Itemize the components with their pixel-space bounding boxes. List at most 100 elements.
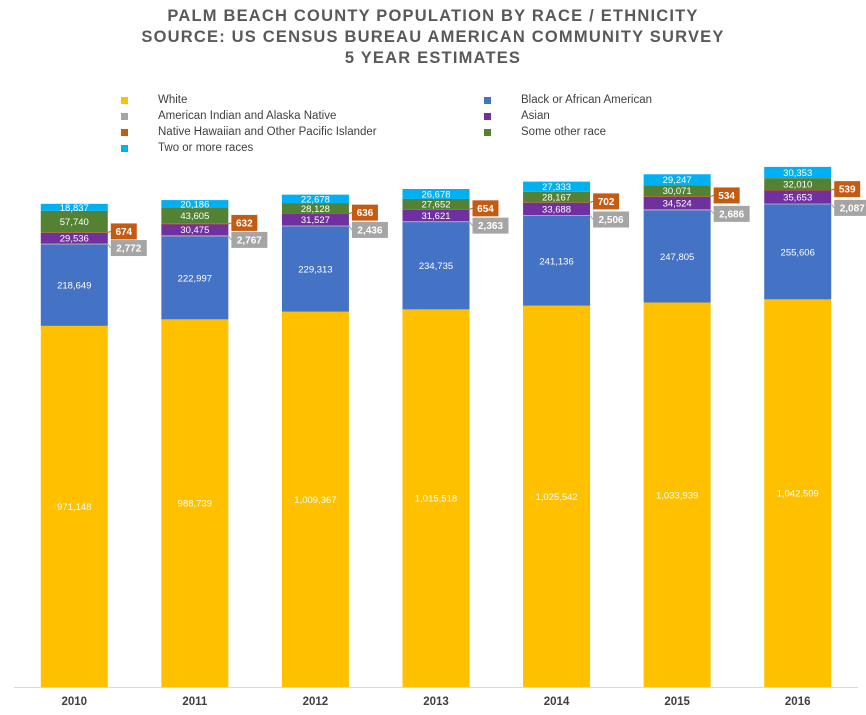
callout-leader-american-indian-2010 <box>107 243 112 249</box>
callout-box-pacific-islander-2012 <box>351 204 378 221</box>
callout-box-pacific-islander-2014 <box>593 193 620 210</box>
callout-box-american-indian-2010 <box>110 240 147 257</box>
data-label-asian-2011: 30,475 <box>180 225 209 236</box>
x-tick-label-2011: 2011 <box>182 696 208 708</box>
data-label-american-indian-2016: 2,087 <box>840 203 865 214</box>
bar-segment-asian-2012 <box>281 213 349 226</box>
data-label-other-2016: 32,010 <box>783 180 812 191</box>
data-label-two-or-more-2013: 26,678 <box>421 189 450 200</box>
bar-segment-asian-2014 <box>523 202 591 216</box>
callout-box-pacific-islander-2011 <box>231 214 258 231</box>
data-label-pacific-islander-2012: 636 <box>357 208 374 219</box>
data-label-white-2015: 1,033,939 <box>656 490 698 501</box>
legend-label-american-indian: American Indian and Alaska Native <box>158 110 337 122</box>
chart-title-line-3: 5 YEAR ESTIMATES <box>344 49 522 67</box>
bar-segment-asian-2011 <box>161 224 229 236</box>
bar-segment-other-2014 <box>523 191 591 203</box>
legend-label-black: Black or African American <box>521 94 653 106</box>
bar-segment-white-2012 <box>281 311 349 687</box>
bar-segment-white-2011 <box>161 319 229 687</box>
data-label-white-2014: 1,025,542 <box>535 492 577 503</box>
data-label-asian-2014: 33,688 <box>542 204 571 215</box>
bar-segment-black-2013 <box>402 222 470 310</box>
callout-leader-pacific-islander-2013 <box>469 207 473 210</box>
bar-segment-pacific-islander-2013 <box>402 209 470 210</box>
bar-segment-black-2011 <box>161 236 229 320</box>
x-tick-label-2010: 2010 <box>61 696 87 708</box>
bar-segment-other-2011 <box>161 207 229 224</box>
callout-box-american-indian-2014 <box>593 211 630 228</box>
x-tick-label-2012: 2012 <box>303 696 329 708</box>
chart-legend: White Black or African American American… <box>0 92 866 156</box>
data-label-black-2011: 222,997 <box>178 273 212 284</box>
x-tick-label-2016: 2016 <box>785 696 811 708</box>
bar-segment-black-2012 <box>281 226 349 312</box>
bar-segment-american-indian-2014 <box>523 215 591 216</box>
data-label-two-or-more-2012: 22,678 <box>301 194 330 205</box>
data-label-asian-2012: 31,527 <box>301 215 330 226</box>
legend-swatch-white <box>121 96 128 104</box>
data-label-other-2015: 30,071 <box>663 186 692 197</box>
callout-leader-american-indian-2011 <box>227 235 232 241</box>
legend-item-black: Black or African American <box>484 94 652 106</box>
data-label-asian-2010: 29,536 <box>60 234 89 245</box>
legend-swatch-asian <box>484 112 491 120</box>
callout-box-american-indian-2015 <box>713 205 750 222</box>
data-label-two-or-more-2011: 20,186 <box>180 199 209 210</box>
bar-segment-black-2014 <box>523 215 591 306</box>
x-tick-label-2013: 2013 <box>423 696 449 708</box>
bar-segment-pacific-islander-2012 <box>281 213 349 215</box>
legend-item-asian: Asian <box>484 110 550 122</box>
data-label-pacific-islander-2015: 534 <box>718 191 735 202</box>
callout-leader-american-indian-2015 <box>710 209 715 215</box>
callout-box-american-indian-2013 <box>472 217 509 234</box>
data-label-two-or-more-2015: 29,247 <box>663 175 692 186</box>
callout-leader-pacific-islander-2016 <box>831 188 835 191</box>
data-label-black-2013: 234,735 <box>419 261 453 272</box>
bar-segment-white-2016 <box>764 299 832 687</box>
bar-segment-pacific-islander-2015 <box>643 196 711 197</box>
chart-title: PALM BEACH COUNTY POPULATION BY RACE / E… <box>0 6 866 69</box>
x-tick-label-2014: 2014 <box>544 696 570 708</box>
legend-item-american-indian: American Indian and Alaska Native <box>121 110 336 122</box>
legend-swatch-pacific-islander <box>121 128 128 136</box>
legend-item-other: Some other race <box>484 126 606 138</box>
legend-label-white: White <box>158 94 188 106</box>
legend-swatch-black <box>484 96 491 104</box>
bar-segment-asian-2010 <box>40 232 108 244</box>
bar-segment-white-2014 <box>523 305 591 687</box>
bar-segment-american-indian-2011 <box>161 235 229 237</box>
bar-segment-two-or-more-2010 <box>40 203 108 211</box>
bar-segment-black-2015 <box>643 210 711 303</box>
bar-segment-american-indian-2015 <box>643 209 711 211</box>
callout-box-pacific-islander-2015 <box>713 187 740 204</box>
data-label-black-2015: 247,805 <box>660 252 694 263</box>
legend-item-two-or-more: Two or more races <box>121 142 253 154</box>
callout-box-american-indian-2012 <box>351 221 388 238</box>
legend-swatch-two-or-more <box>121 144 128 152</box>
legend-swatch-american-indian <box>121 112 128 120</box>
data-label-other-2011: 43,605 <box>180 211 209 222</box>
bar-segment-pacific-islander-2014 <box>523 202 591 203</box>
callout-leader-pacific-islander-2014 <box>589 200 594 203</box>
bar-segment-two-or-more-2014 <box>523 181 591 192</box>
data-label-american-indian-2012: 2,436 <box>357 225 382 236</box>
callout-leader-american-indian-2014 <box>589 215 594 220</box>
data-label-pacific-islander-2010: 674 <box>115 227 132 238</box>
callout-leader-american-indian-2016 <box>830 203 835 209</box>
data-label-white-2013: 1,015,518 <box>415 494 457 505</box>
data-label-two-or-more-2014: 27,333 <box>542 182 571 193</box>
bar-segment-two-or-more-2012 <box>281 194 349 204</box>
callout-leader-pacific-islander-2012 <box>348 212 353 215</box>
x-tick-label-2015: 2015 <box>664 696 690 708</box>
data-label-two-or-more-2010: 18,837 <box>60 203 89 214</box>
data-label-other-2010: 57,740 <box>60 217 89 228</box>
bar-segment-other-2016 <box>764 178 832 191</box>
data-label-asian-2013: 31,621 <box>421 211 450 222</box>
data-label-asian-2016: 35,653 <box>783 192 812 203</box>
callout-leader-pacific-islander-2015 <box>710 194 714 197</box>
chart-title-line-1: PALM BEACH COUNTY POPULATION BY RACE / E… <box>167 7 699 25</box>
bar-segment-american-indian-2016 <box>764 203 832 205</box>
data-label-pacific-islander-2014: 702 <box>598 197 615 208</box>
